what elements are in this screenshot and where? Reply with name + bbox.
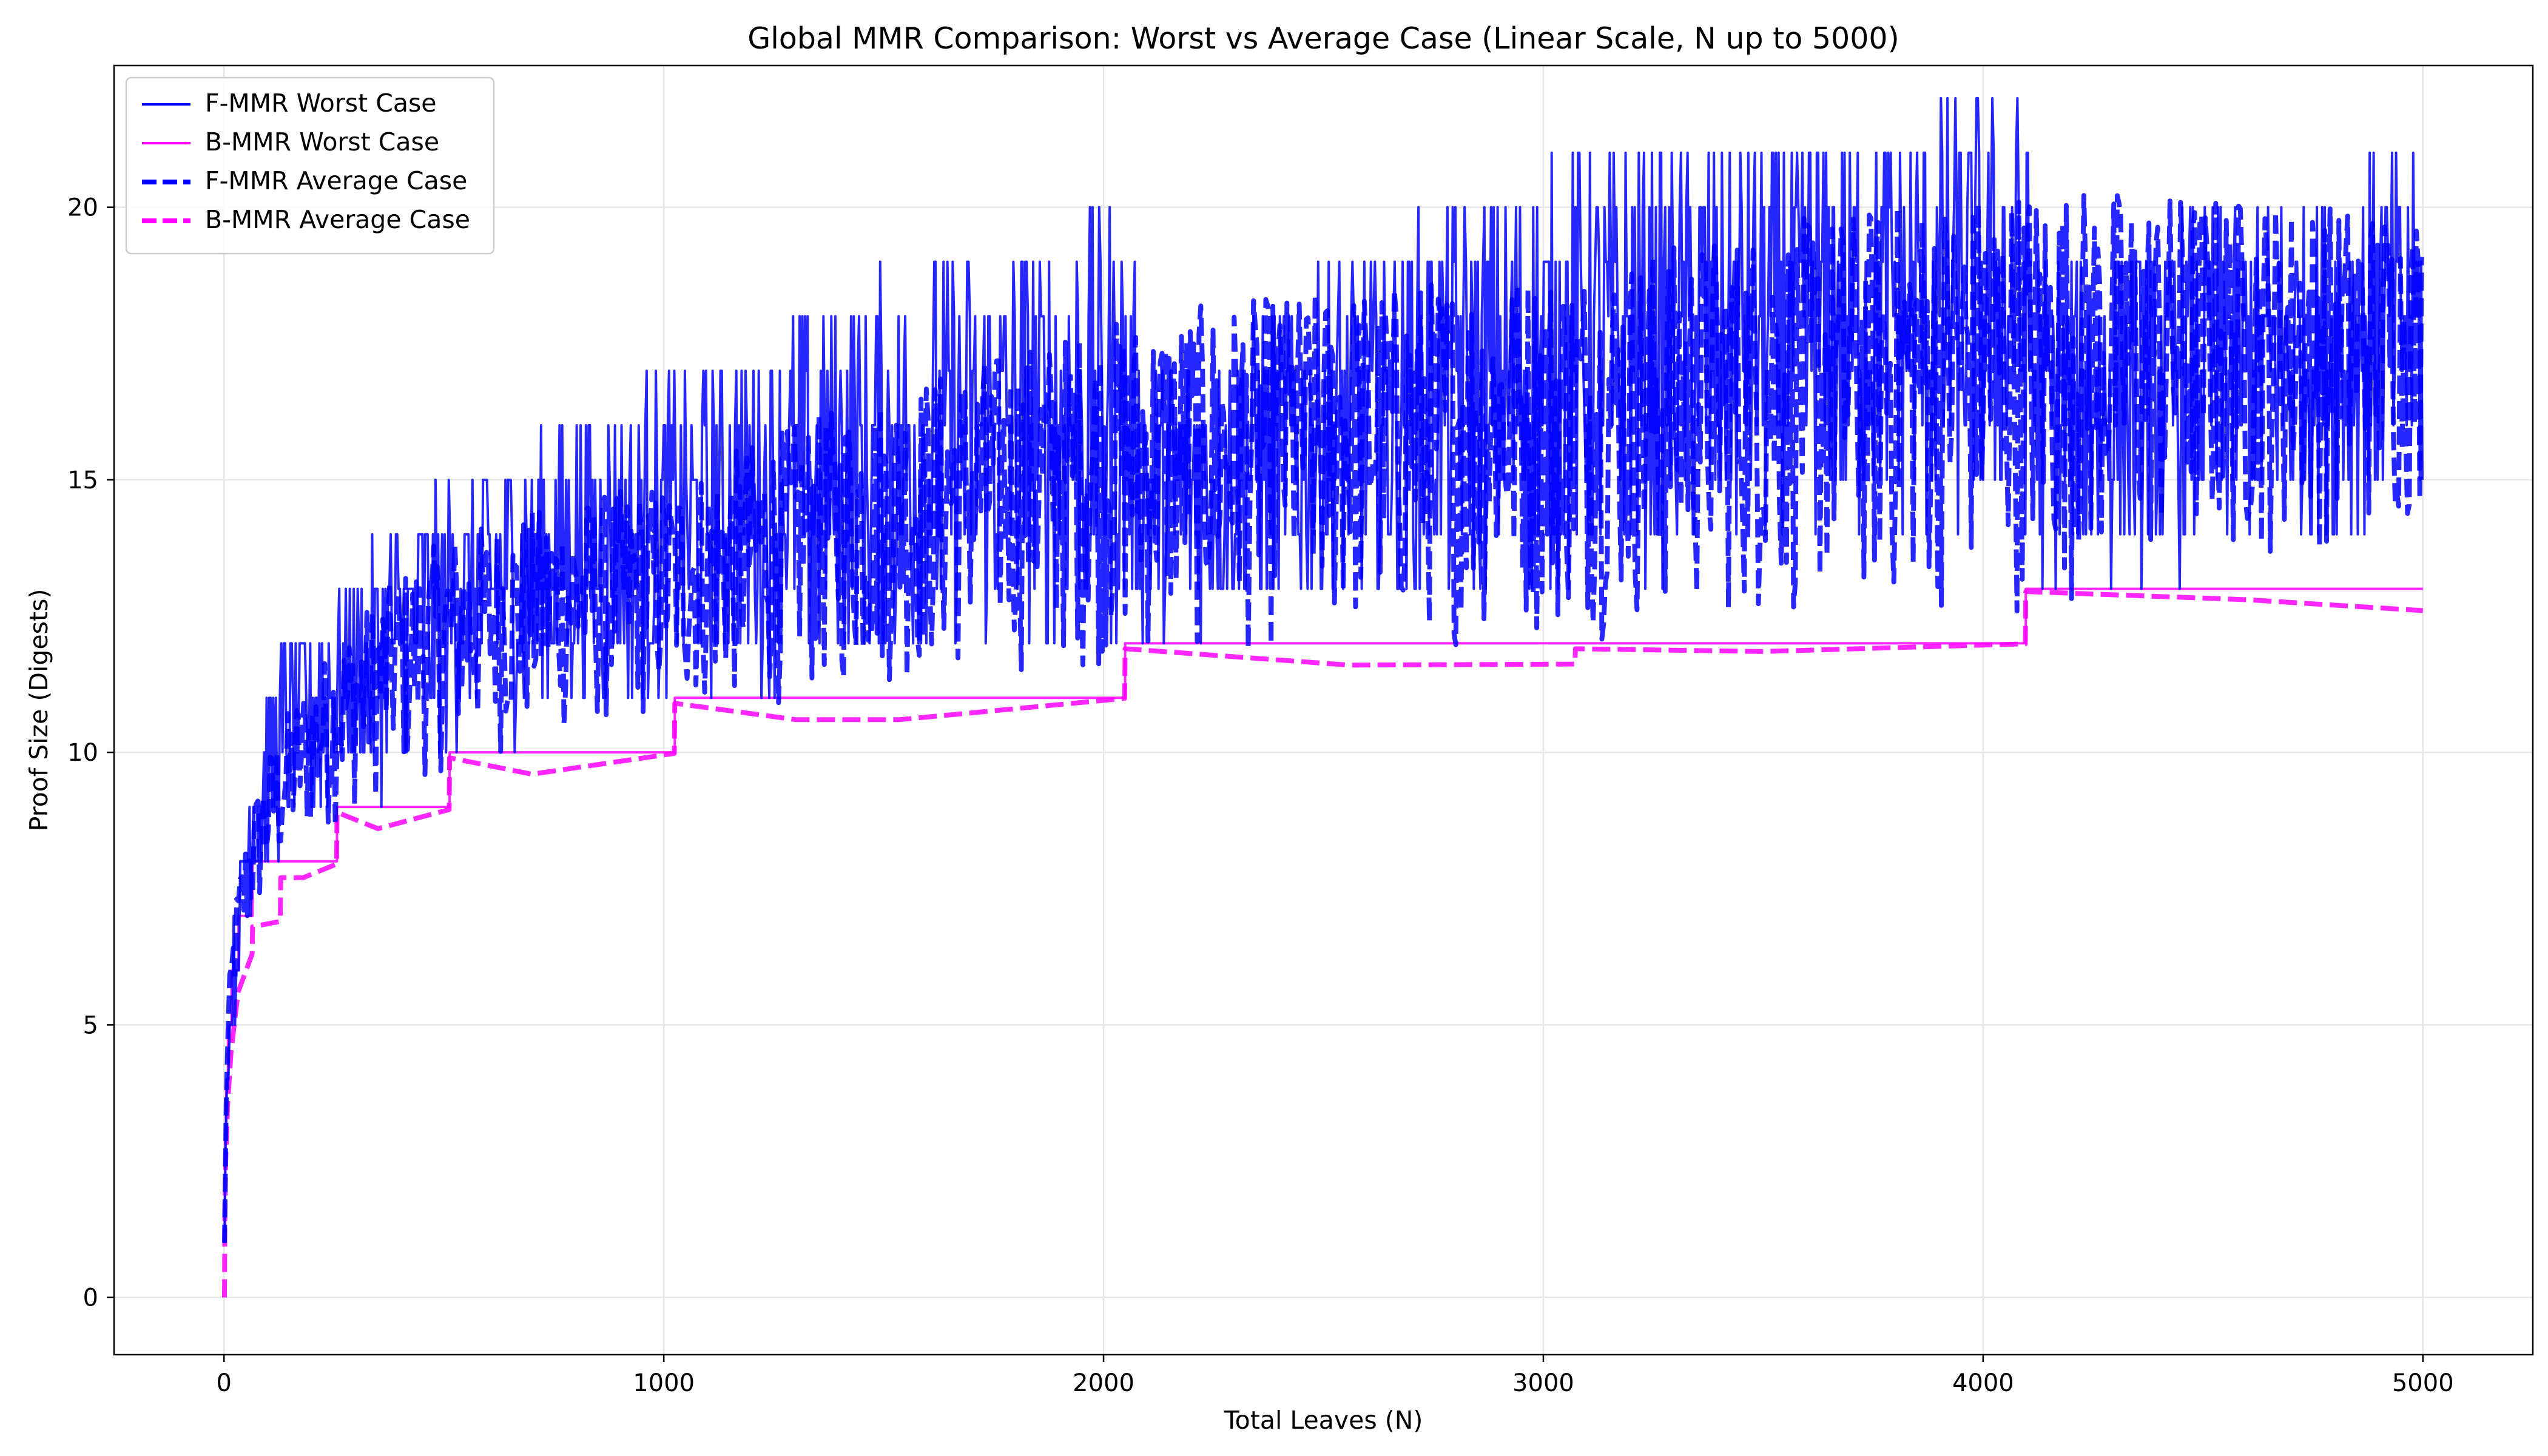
plot-frame (113, 64, 2534, 1356)
y-tick-label: 0 (83, 1284, 98, 1312)
x-tick-label: 4000 (1952, 1369, 2014, 1397)
legend-label: B-MMR Worst Case (205, 127, 439, 157)
x-tick-label: 5000 (2392, 1369, 2454, 1397)
ticks: 0 1000 2000 3000 4000 5000 0 5 10 15 20 (67, 194, 2454, 1397)
x-tick-label: 3000 (1512, 1369, 1574, 1397)
y-axis-title: Proof Size (Digests) (24, 589, 53, 832)
legend-box (125, 76, 495, 255)
legend-label: F-MMR Average Case (205, 166, 467, 195)
y-tick-label: 5 (83, 1011, 98, 1039)
x-tick-label: 2000 (1073, 1369, 1134, 1397)
chart-title: Global MMR Comparison: Worst vs Average … (747, 21, 1899, 56)
y-tick-label: 20 (67, 194, 98, 222)
x-tick-label: 1000 (633, 1369, 695, 1397)
y-tick-label: 15 (67, 467, 98, 494)
series-line-f-mmr-worst-case (223, 96, 2424, 1243)
y-tick-label: 10 (67, 739, 98, 767)
legend-label: F-MMR Worst Case (205, 89, 437, 118)
x-axis-title: Total Leaves (N) (1224, 1406, 1423, 1435)
legend: F-MMR Worst Case B-MMR Worst Case F-MMR Av… (125, 76, 495, 255)
legend-label: B-MMR Average Case (205, 205, 470, 234)
series-layer (222, 96, 2424, 1298)
x-tick-label: 0 (217, 1369, 232, 1397)
